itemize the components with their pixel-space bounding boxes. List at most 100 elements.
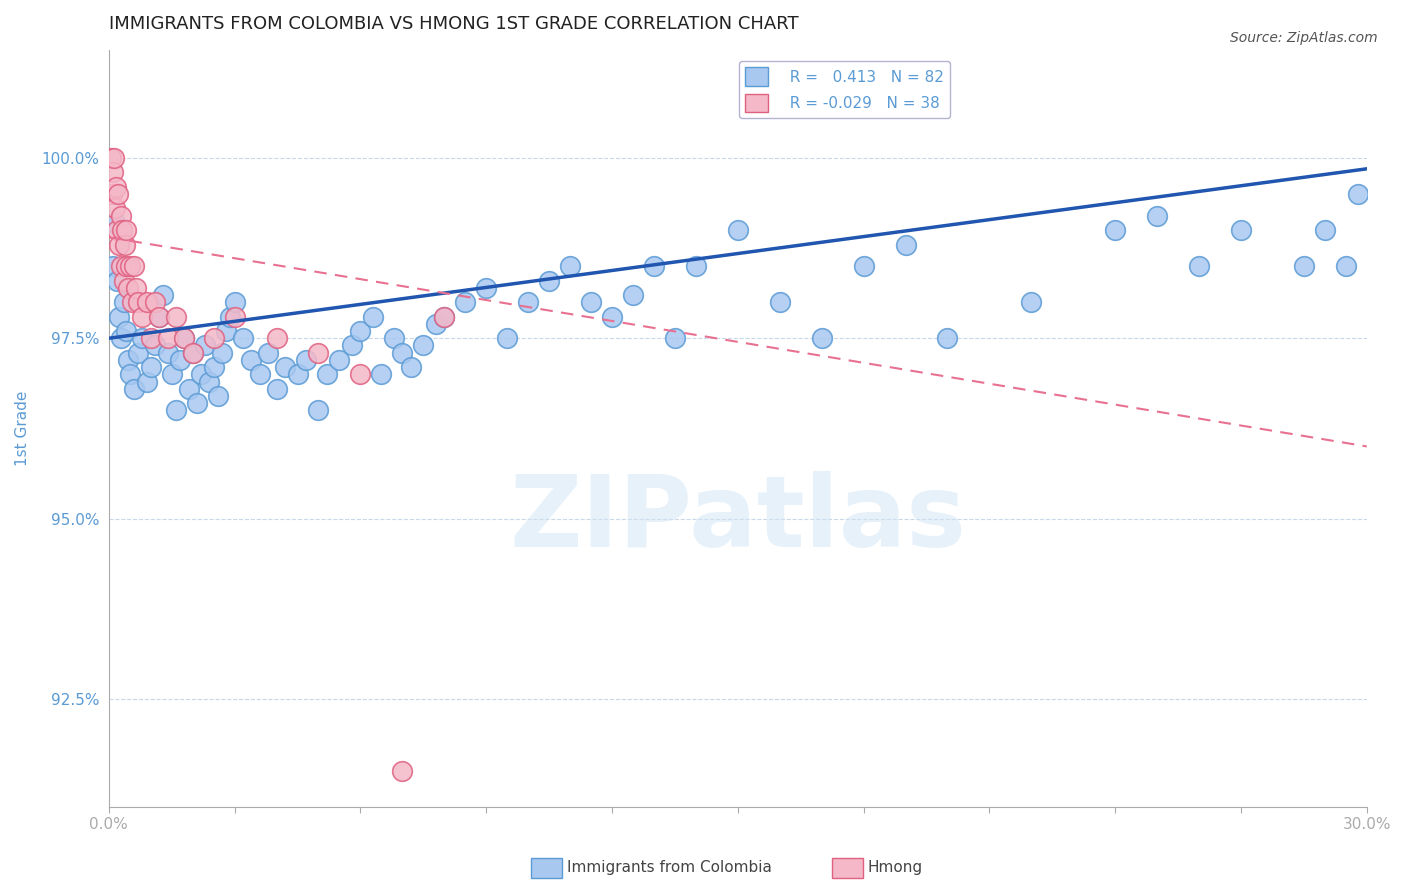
- Point: [127, 345, 149, 359]
- Point: [769, 295, 792, 310]
- Point: [143, 295, 166, 310]
- Point: [173, 331, 195, 345]
- Point: [110, 209, 132, 223]
- Point: [308, 345, 330, 359]
- Point: [579, 295, 602, 310]
- Point: [181, 345, 204, 359]
- Point: [894, 237, 917, 252]
- Point: [165, 403, 187, 417]
- Point: [382, 331, 405, 345]
- Point: [202, 360, 225, 375]
- Point: [852, 259, 875, 273]
- Point: [349, 368, 371, 382]
- Point: [1104, 223, 1126, 237]
- Point: [122, 382, 145, 396]
- Point: [117, 281, 139, 295]
- Point: [114, 237, 136, 252]
- Point: [558, 259, 581, 273]
- Point: [425, 317, 447, 331]
- Point: [1313, 223, 1336, 237]
- Point: [349, 324, 371, 338]
- Point: [103, 151, 125, 165]
- Point: [496, 331, 519, 345]
- Point: [685, 259, 707, 273]
- Point: [308, 403, 330, 417]
- Point: [224, 295, 246, 310]
- Point: [399, 360, 422, 375]
- Point: [454, 295, 477, 310]
- Point: [207, 389, 229, 403]
- Point: [538, 274, 561, 288]
- Point: [101, 187, 124, 202]
- Point: [173, 331, 195, 345]
- Point: [727, 223, 749, 237]
- Point: [152, 288, 174, 302]
- Point: [104, 202, 127, 216]
- Point: [219, 310, 242, 324]
- Point: [100, 151, 122, 165]
- Point: [433, 310, 456, 324]
- Point: [194, 338, 217, 352]
- Point: [810, 331, 832, 345]
- Point: [433, 310, 456, 324]
- Point: [1021, 295, 1043, 310]
- Point: [114, 324, 136, 338]
- Point: [105, 274, 128, 288]
- Point: [110, 259, 132, 273]
- Point: [118, 259, 141, 273]
- Point: [112, 274, 135, 288]
- Point: [125, 281, 148, 295]
- Point: [1188, 259, 1211, 273]
- Point: [266, 382, 288, 396]
- Point: [340, 338, 363, 352]
- Point: [215, 324, 238, 338]
- Point: [274, 360, 297, 375]
- Point: [139, 360, 162, 375]
- Point: [139, 331, 162, 345]
- Point: [328, 352, 350, 367]
- Point: [112, 295, 135, 310]
- Point: [104, 216, 127, 230]
- Point: [240, 352, 263, 367]
- Point: [121, 295, 143, 310]
- Point: [143, 338, 166, 352]
- Point: [117, 352, 139, 367]
- Point: [475, 281, 498, 295]
- Point: [114, 259, 136, 273]
- Point: [107, 187, 129, 202]
- Point: [1347, 187, 1369, 202]
- Point: [156, 331, 179, 345]
- Point: [936, 331, 959, 345]
- Point: [412, 338, 434, 352]
- Point: [169, 352, 191, 367]
- Point: [391, 764, 413, 778]
- Point: [118, 368, 141, 382]
- Point: [181, 345, 204, 359]
- Point: [1146, 209, 1168, 223]
- Text: Hmong: Hmong: [868, 860, 922, 875]
- Point: [156, 345, 179, 359]
- Point: [160, 368, 183, 382]
- Point: [1230, 223, 1253, 237]
- Point: [131, 331, 153, 345]
- Point: [1334, 259, 1357, 273]
- Point: [101, 259, 124, 273]
- Point: [600, 310, 623, 324]
- Point: [148, 310, 170, 324]
- Text: Source: ZipAtlas.com: Source: ZipAtlas.com: [1230, 31, 1378, 45]
- Point: [186, 396, 208, 410]
- Point: [177, 382, 200, 396]
- Point: [122, 259, 145, 273]
- Point: [131, 310, 153, 324]
- Point: [315, 368, 337, 382]
- Point: [165, 310, 187, 324]
- Point: [110, 331, 132, 345]
- Point: [1292, 259, 1315, 273]
- Text: IMMIGRANTS FROM COLOMBIA VS HMONG 1ST GRADE CORRELATION CHART: IMMIGRANTS FROM COLOMBIA VS HMONG 1ST GR…: [108, 15, 799, 33]
- Point: [127, 295, 149, 310]
- Point: [111, 223, 134, 237]
- Point: [664, 331, 686, 345]
- Point: [105, 179, 128, 194]
- Point: [115, 223, 138, 237]
- Point: [287, 368, 309, 382]
